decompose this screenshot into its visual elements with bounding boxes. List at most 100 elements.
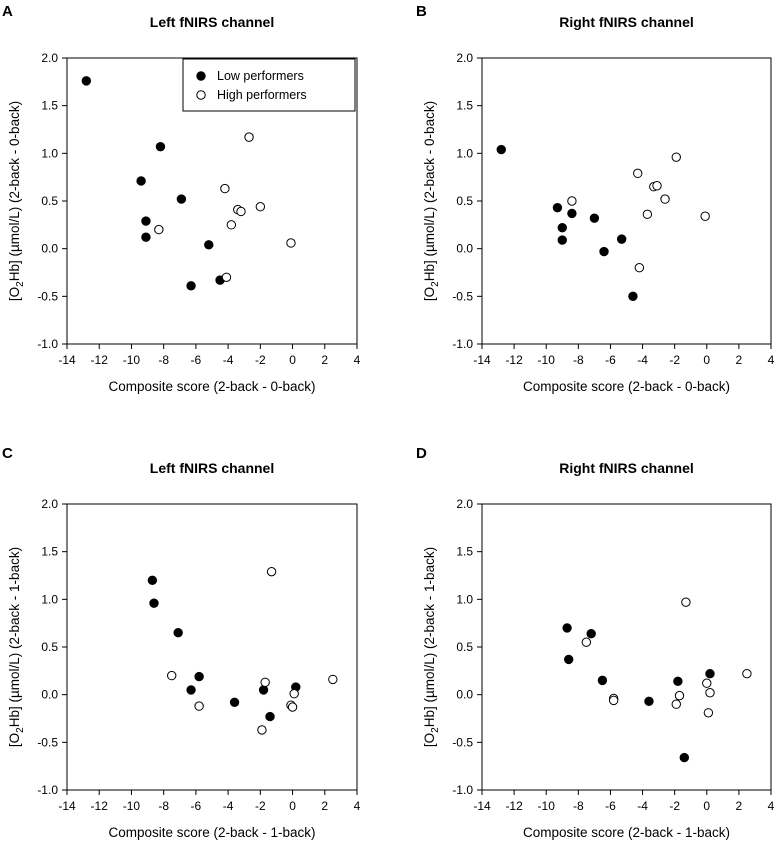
low-performer-point <box>81 76 92 86</box>
chart-title: Right fNIRS channel <box>559 14 694 30</box>
high-performer-point <box>671 152 681 162</box>
panel-letter: D <box>416 445 427 462</box>
panel-letter: B <box>416 3 427 20</box>
y-tick-label: 0.5 <box>41 194 58 208</box>
low-performer-point <box>705 668 715 679</box>
x-tick-label: -4 <box>637 799 648 813</box>
high-performer-point <box>244 132 254 142</box>
x-tick-label: 4 <box>354 799 361 813</box>
x-tick-label: -8 <box>158 353 169 367</box>
x-tick-label: -10 <box>538 799 556 813</box>
high-performer-point <box>260 677 270 687</box>
plot-frame <box>66 503 358 791</box>
low-performer-point <box>141 232 151 242</box>
high-performer-point <box>671 699 681 709</box>
high-performer-point <box>702 678 712 688</box>
x-tick-label: 2 <box>321 799 328 813</box>
legend-high-label: High performers <box>217 88 307 102</box>
x-tick-label: -14 <box>473 353 491 367</box>
x-tick-label: -8 <box>573 799 584 813</box>
y-tick-label: -1.0 <box>452 783 473 797</box>
x-tick-label: -12 <box>91 799 109 813</box>
x-tick-label: 4 <box>768 799 775 813</box>
low-performer-point <box>265 711 275 722</box>
low-performer-point <box>496 144 506 155</box>
low-performer-point <box>679 752 689 763</box>
x-tick-label: -4 <box>223 799 234 813</box>
low-performer-point <box>147 575 158 585</box>
x-tick-label: -2 <box>669 353 680 367</box>
low-performer-point <box>136 176 146 186</box>
low-performer-point <box>186 281 196 291</box>
y-tick-label: 1.5 <box>456 99 473 113</box>
low-performer-point <box>567 208 577 219</box>
high-performer-point <box>703 708 714 718</box>
high-performer-point <box>742 668 752 679</box>
low-performer-point <box>204 240 214 250</box>
panel-letter: C <box>2 445 13 462</box>
x-tick-label: -14 <box>473 799 491 813</box>
low-performer-point <box>552 202 563 213</box>
chart-title: Left fNIRS channel <box>150 14 274 30</box>
low-performer-point <box>616 234 627 244</box>
high-performer-point <box>700 211 710 221</box>
high-performer-point <box>652 181 662 191</box>
high-performer-point <box>581 637 592 647</box>
x-tick-label: -8 <box>158 799 169 813</box>
y-tick-label: 2.0 <box>456 51 473 65</box>
y-tick-label: 0.0 <box>41 688 58 702</box>
y-tick-label: 1.5 <box>456 545 473 559</box>
y-tick-label: 1.0 <box>41 592 58 606</box>
high-performer-point <box>194 701 204 711</box>
y-tick-label: -0.5 <box>452 289 473 303</box>
y-tick-label: 0.0 <box>456 242 473 256</box>
x-tick-label: -10 <box>123 799 141 813</box>
legend-high-marker <box>196 90 206 100</box>
x-tick-label: -8 <box>573 353 584 367</box>
low-performer-point <box>229 697 240 707</box>
x-tick-label: -10 <box>123 353 141 367</box>
x-tick-label: -6 <box>191 799 202 813</box>
x-tick-label: -12 <box>505 353 523 367</box>
y-tick-label: 1.5 <box>41 99 58 113</box>
x-tick-label: 2 <box>321 353 328 367</box>
legend-low-marker <box>196 71 206 81</box>
y-tick-label: 0.0 <box>41 242 58 256</box>
low-performer-point <box>149 598 159 608</box>
low-performer-point <box>155 141 166 152</box>
high-performer-point <box>674 690 685 701</box>
high-performer-point <box>220 183 230 194</box>
y-axis-label: [O2Hb] (µmol/L) (2-back - 1-back) <box>422 547 441 747</box>
high-performer-point <box>236 206 246 217</box>
legend-low-label: Low performers <box>217 69 304 83</box>
x-tick-label: -12 <box>91 353 109 367</box>
high-performer-point <box>289 689 299 699</box>
y-axis-label: [O2Hb] (µmol/L) (2-back - 1-back) <box>7 547 26 747</box>
x-tick-label: 2 <box>736 799 743 813</box>
x-tick-label: -6 <box>191 353 202 367</box>
low-performer-point <box>599 246 609 257</box>
low-performer-point <box>194 671 204 682</box>
x-tick-label: -4 <box>223 353 234 367</box>
y-tick-label: 0.5 <box>41 640 58 654</box>
y-tick-label: 2.0 <box>41 51 58 65</box>
low-performer-point <box>586 628 596 639</box>
high-performer-point <box>567 196 577 206</box>
high-performer-point <box>255 202 266 212</box>
low-performer-point <box>644 696 654 707</box>
y-tick-label: 1.5 <box>41 545 58 559</box>
high-performer-point <box>633 168 643 179</box>
chart-panel-c: C Left fNIRS channel -14 -12 -10 -8 -6 -4 -2 0 2 4 -… <box>2 445 361 840</box>
high-performer-point <box>257 725 267 735</box>
y-tick-label: 2.0 <box>456 497 473 511</box>
low-performer-point <box>186 685 196 695</box>
x-tick-label: -2 <box>255 353 266 367</box>
high-performer-point <box>634 263 645 273</box>
panel-letter: A <box>2 3 13 20</box>
y-axis-label: [O2Hb] (µmol/L) (2-back - 0-back) <box>422 101 441 301</box>
x-tick-label: 4 <box>768 353 775 367</box>
x-tick-label: 0 <box>289 353 296 367</box>
y-tick-label: 0.0 <box>456 688 473 702</box>
x-tick-label: -14 <box>58 353 76 367</box>
